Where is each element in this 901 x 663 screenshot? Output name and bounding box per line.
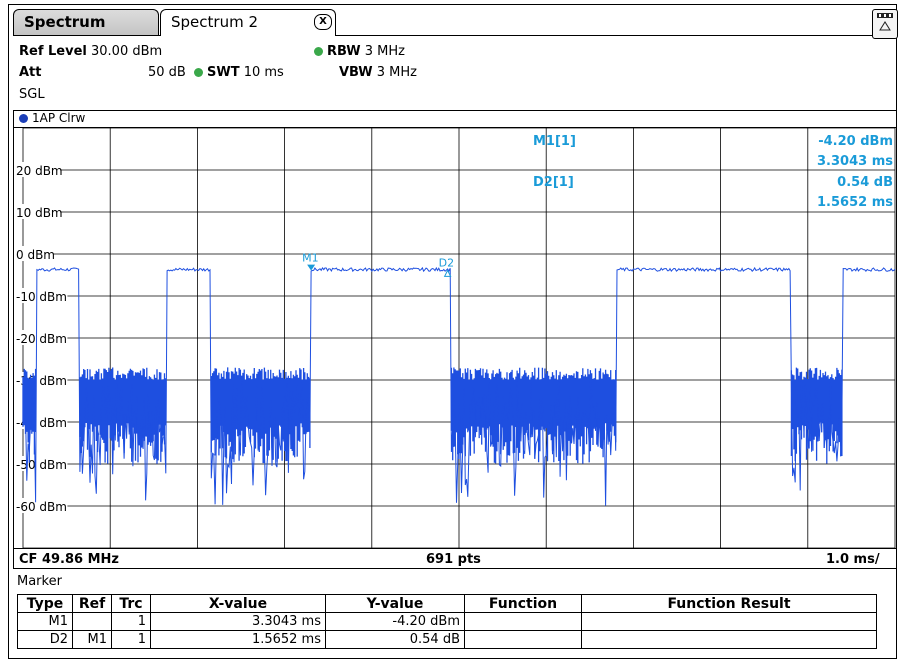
- att-value: 50 dB: [148, 65, 186, 80]
- tab-close-button[interactable]: X: [314, 14, 332, 30]
- y-tick-label: -10 dBm: [16, 290, 67, 304]
- att-label: Att: [19, 65, 42, 80]
- swt-led-icon: [194, 68, 203, 77]
- trace-line: [22, 266, 896, 506]
- y-tick-label-bg: [15, 456, 68, 471]
- vbw-value: 3 MHz: [376, 65, 417, 80]
- tab-divider-gap: [161, 34, 335, 37]
- trace-label[interactable]: 1AP Clrw: [19, 111, 85, 125]
- col-function-result[interactable]: Function Result: [581, 594, 877, 613]
- center-frequency: CF 49.86 MHz: [19, 552, 119, 567]
- ref-level-label: Ref Level: [19, 44, 87, 59]
- rbw-value: 3 MHz: [364, 44, 405, 59]
- time-scale: 1.0 ms/: [826, 552, 880, 567]
- y-tick-label: -50 dBm: [16, 458, 67, 472]
- cell-y-value: 0.54 dB: [325, 630, 465, 649]
- y-tick-label-bg: [15, 162, 61, 177]
- cell-type: D2: [17, 630, 73, 649]
- cell-x-value: 3.3043 ms: [150, 612, 326, 631]
- m1-readout-x: 3.3043 ms: [817, 154, 893, 169]
- col-function[interactable]: Function: [464, 594, 582, 613]
- cell-y-value: -4.20 dBm: [325, 612, 465, 631]
- marker-table-header: Type Ref Trc X-value Y-value Function Fu…: [17, 594, 877, 613]
- tab-spectrum-2-label: Spectrum 2: [171, 13, 258, 31]
- marker-m1-label: M1: [302, 252, 319, 265]
- y-tick-label-bg: [15, 288, 68, 303]
- marker-table: Type Ref Trc X-value Y-value Function Fu…: [17, 594, 877, 649]
- table-row[interactable]: M1 1 3.3043 ms -4.20 dBm: [17, 612, 877, 631]
- marker-d2-icon: [443, 269, 452, 277]
- table-row[interactable]: D2 M1 1 1.5652 ms 0.54 dB: [17, 630, 877, 649]
- marker-table-title: Marker: [17, 574, 62, 589]
- y-tick-label-bg: [15, 246, 53, 261]
- col-type[interactable]: Type: [17, 594, 73, 613]
- tab-spectrum-label: Spectrum: [24, 13, 106, 31]
- vbw-label: VBW: [339, 65, 373, 80]
- window-layout-button[interactable]: [872, 9, 898, 39]
- window-layout-icon: [877, 13, 893, 31]
- d2-readout-x: 1.5652 ms: [817, 195, 893, 210]
- cell-function-result: [581, 630, 877, 649]
- marker-readout: M1[1] -4.20 dBm 3.3043 ms D2[1] 0.54 dB …: [533, 134, 893, 210]
- rbw-label: RBW: [327, 44, 361, 59]
- col-x-value[interactable]: X-value: [150, 594, 326, 613]
- cell-function: [464, 630, 582, 649]
- ref-level-value: 30.00 dBm: [91, 44, 163, 59]
- cell-function-result: [581, 612, 877, 631]
- trace-noise: [22, 367, 843, 464]
- m1-readout-label: M1[1]: [533, 134, 576, 149]
- cell-ref: [72, 612, 112, 631]
- cell-function: [464, 612, 582, 631]
- trace-label-text: 1AP Clrw: [32, 111, 86, 125]
- d2-readout-y: 0.54 dB: [837, 175, 893, 190]
- points-count: 691 pts: [426, 552, 481, 567]
- cell-trc: 1: [111, 630, 151, 649]
- tab-spectrum[interactable]: Spectrum: [13, 9, 159, 35]
- att-swt-info: 50 dB SWT 10 ms: [148, 65, 284, 80]
- cell-type: M1: [17, 612, 73, 631]
- sweep-mode-label: SGL: [19, 87, 45, 102]
- ref-level-info: Ref Level 30.00 dBm: [19, 44, 162, 59]
- y-tick-label: -60 dBm: [16, 500, 67, 514]
- swt-value: 10 ms: [243, 65, 284, 80]
- att-info: Att: [19, 65, 42, 80]
- plot-grid: [22, 127, 896, 549]
- cell-ref: M1: [72, 630, 112, 649]
- trace-markers: M1 D2: [302, 252, 454, 277]
- tab-divider: [13, 35, 897, 36]
- tab-spectrum-2[interactable]: Spectrum 2: [160, 9, 336, 35]
- diagram-footer: [13, 548, 897, 568]
- cell-x-value: 1.5652 ms: [150, 630, 326, 649]
- y-tick-label: 10 dBm: [16, 206, 63, 220]
- sweep-mode: SGL: [19, 87, 45, 102]
- y-tick-label-bg: [15, 498, 68, 513]
- marker-d2-label: D2: [439, 256, 454, 269]
- cell-trc: 1: [111, 612, 151, 631]
- rbw-led-icon: [314, 47, 323, 56]
- col-trc[interactable]: Trc: [111, 594, 151, 613]
- y-tick-label: -20 dBm: [16, 332, 67, 346]
- rbw-info: RBW 3 MHz: [314, 44, 405, 59]
- diagram-title-bar: [14, 111, 896, 128]
- y-tick-label-bg: [15, 204, 61, 219]
- col-y-value[interactable]: Y-value: [325, 594, 465, 613]
- m1-readout-y: -4.20 dBm: [818, 134, 893, 149]
- y-tick-label-bg: [15, 330, 68, 345]
- vbw-info: VBW 3 MHz: [339, 65, 417, 80]
- marker-m1-icon: [307, 264, 316, 271]
- trace-indicator-icon: [19, 114, 28, 123]
- close-icon: X: [319, 16, 327, 27]
- y-tick-label: 0 dBm: [16, 248, 55, 262]
- d2-readout-label: D2[1]: [533, 175, 574, 190]
- diagram-frame: [13, 110, 897, 569]
- col-ref[interactable]: Ref: [72, 594, 112, 613]
- y-tick-label: 20 dBm: [16, 164, 63, 178]
- swt-label: SWT: [207, 65, 240, 80]
